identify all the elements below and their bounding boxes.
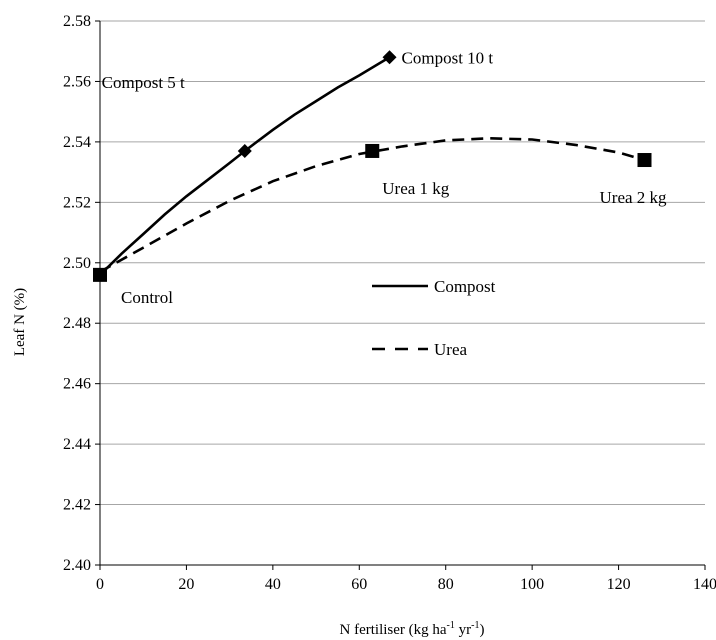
x-tick-label: 140 (693, 576, 716, 593)
urea-point (93, 267, 107, 282)
legend-compost-label: Compost (434, 277, 496, 296)
x-tick-label: 80 (438, 576, 454, 593)
compost-point (237, 143, 252, 158)
legend-urea-label: Urea (434, 340, 467, 359)
y-tick-label: 2.48 (63, 315, 91, 332)
urea-series-line (99, 136, 645, 273)
compost-series-line (99, 56, 391, 276)
x-axis-title-sup2: -1 (471, 620, 479, 631)
urea-point (365, 143, 380, 158)
x-tick-labels: 0 20 40 60 80 100 120 140 (96, 576, 716, 593)
annotation-label: Compost 5 t (102, 73, 185, 92)
y-tick-label: 2.52 (63, 194, 91, 211)
series-lines (99, 56, 645, 276)
legend: Compost Urea (372, 277, 496, 359)
annotation-label: Control (121, 288, 173, 307)
annotation-label: Urea 1 kg (382, 179, 450, 198)
x-tick-label: 40 (265, 576, 281, 593)
y-tick-label: 2.50 (63, 255, 91, 272)
x-tick-label: 60 (351, 576, 367, 593)
x-axis-title-sup1: -1 (447, 620, 455, 631)
annotation-label: Compost 10 t (402, 48, 494, 67)
y-tick-label: 2.54 (63, 134, 91, 151)
y-tick-label: 2.40 (63, 557, 91, 574)
y-tick-label: 2.46 (63, 376, 91, 393)
y-tick-label: 2.44 (63, 436, 91, 453)
x-tick-label: 100 (520, 576, 544, 593)
x-axis-title-part1: N fertiliser (kg ha (340, 622, 447, 638)
y-tick-labels: 2.40 2.42 2.44 2.46 2.48 2.50 2.52 2.54 2.56 2.58 (63, 13, 91, 574)
y-tick-label: 2.58 (63, 13, 91, 30)
series-markers (93, 50, 652, 282)
annotation-label: Urea 2 kg (600, 188, 668, 207)
x-tick-label: 0 (96, 576, 104, 593)
x-axis-title-part2: yr (455, 622, 471, 638)
y-axis-title: Leaf N (%) (12, 288, 28, 356)
axes (99, 21, 705, 566)
y-tick-label: 2.56 (63, 73, 91, 90)
compost-point (382, 50, 397, 65)
x-tick-label: 20 (178, 576, 194, 593)
y-tick-label: 2.42 (63, 497, 91, 514)
x-axis-title: N fertiliser (kg ha-1 yr-1) (340, 620, 485, 638)
grid-lines (95, 20, 706, 570)
x-tick-label: 120 (607, 576, 631, 593)
x-axis-title-part3: ) (479, 622, 484, 638)
urea-point (637, 153, 652, 168)
annotations: Compost 10 t Compost 5 t Urea 1 kg Urea 2 k… (102, 48, 667, 307)
